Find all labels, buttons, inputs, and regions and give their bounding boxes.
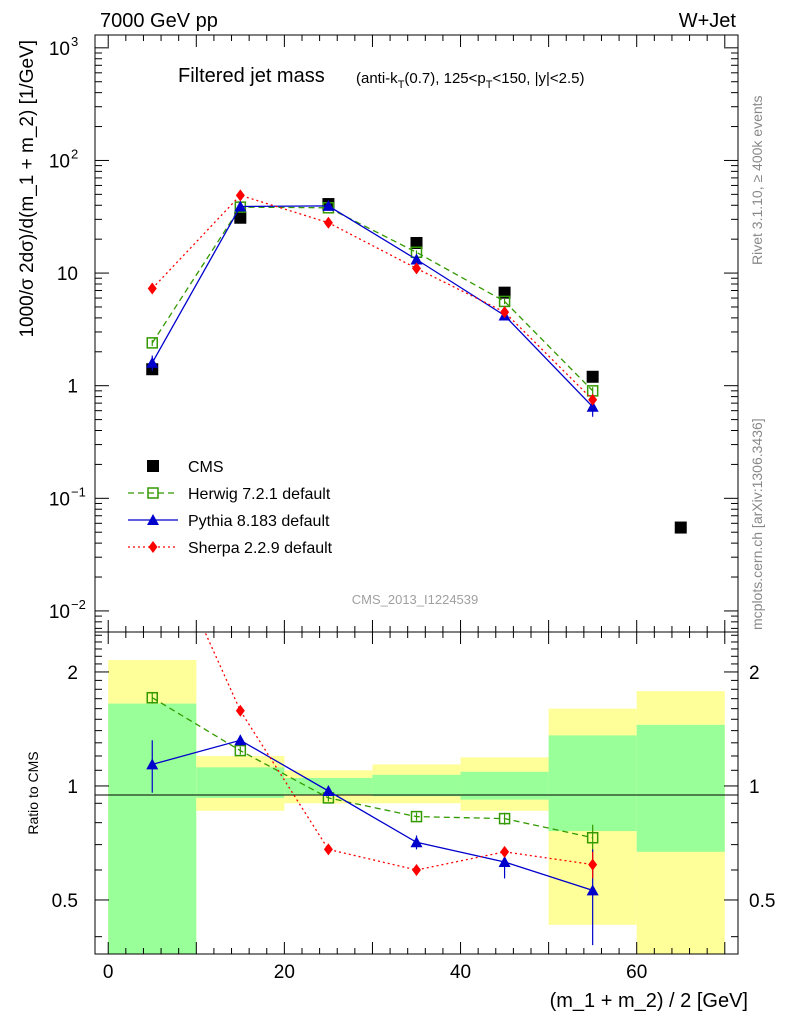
ratio-y-tick-label-right: 1: [749, 777, 760, 798]
ratio-pythia-point: [146, 758, 159, 770]
ratio-pythia-point: [410, 836, 423, 848]
main-sherpa-point: [412, 262, 421, 275]
main-sherpa-point: [588, 393, 598, 406]
legend-label: Pythia 8.183 default: [188, 513, 330, 530]
legend-label: Sherpa 2.2.9 default: [188, 540, 333, 557]
ratio-y-tick-label-right: 2: [749, 663, 760, 684]
main-herwig-line: [151, 206, 594, 392]
legend: CMS Herwig 7.2.1 default Pythia 8.183 defa…: [128, 459, 333, 557]
ratio-pythia-point: [586, 884, 599, 896]
ratio-band-green: [636, 724, 725, 852]
ratio-sherpa-point: [588, 858, 598, 871]
main-y-tick-exponent: −2: [71, 597, 86, 612]
main-panel-series: [146, 189, 687, 534]
main-pythia-point: [234, 200, 247, 212]
ratio-y-tick-label-left: 0.5: [52, 891, 78, 912]
ratio-sherpa-point: [412, 863, 421, 876]
legend-label: CMS: [188, 459, 224, 476]
main-y-axis-label: 1000/σ 2dσ)/d(m_1 + m_2) [1/GeV]: [17, 40, 38, 338]
x-tick-label: 60: [626, 962, 647, 983]
legend-marker: [147, 487, 159, 499]
legend-marker: [147, 460, 159, 472]
main-y-tick-label: 10: [49, 489, 70, 510]
ratio-herwig-point: [498, 812, 511, 825]
main-pythia-point: [146, 356, 159, 368]
main-pythia-line: [151, 205, 594, 408]
main-y-tick-label: 10: [49, 151, 70, 172]
ratio-pythia-point: [234, 734, 247, 746]
ratio-uncertainty-bands: [108, 660, 725, 954]
ratio-herwig-point: [234, 744, 247, 757]
x-tick-label: 40: [450, 962, 471, 983]
main-y-tick-exponent: 3: [71, 34, 78, 49]
x-tick-label: 20: [274, 962, 295, 983]
ratio-panel-series: [146, 632, 599, 946]
ratio-y-tick-label-left: 1: [67, 777, 78, 798]
legend-marker: [148, 541, 158, 553]
legend-marker: [147, 514, 159, 525]
ratio-band-green: [196, 767, 285, 798]
ratio-y-axis-label: Ratio to CMS: [25, 751, 41, 834]
ratio-sherpa-point: [500, 845, 510, 858]
main-y-tick-label: 10: [57, 264, 78, 285]
ratio-herwig-point: [586, 831, 599, 844]
main-pythia-point: [410, 253, 423, 265]
ratio-herwig-line: [151, 697, 593, 839]
ratio-pythia-point: [322, 784, 335, 796]
main-pythia-point: [322, 199, 335, 211]
main-sherpa-point: [147, 282, 157, 295]
main-cms-point: [674, 521, 687, 534]
rivet-version-label: Rivet 3.1.10, ≥ 400k events: [749, 95, 765, 265]
main-y-tick-exponent: 2: [71, 146, 78, 161]
main-y-tick-label: 1: [67, 377, 78, 398]
ratio-herwig-point: [410, 810, 423, 823]
main-cms-point: [410, 236, 423, 249]
ratio-sherpa-point: [323, 843, 333, 856]
main-sherpa-line: [151, 194, 594, 401]
ratio-y-tick-label-left: 2: [67, 663, 78, 684]
main-y-tick-exponent: −1: [71, 484, 86, 499]
ratio-panel-frame: [94, 631, 739, 955]
header-right: W+Jet: [679, 10, 737, 32]
main-cms-point: [498, 286, 511, 299]
main-title: Filtered jet mass: [178, 65, 325, 87]
ratio-pythia-line: [152, 739, 593, 892]
ratio-band-green: [372, 774, 461, 797]
legend-label: Herwig 7.2.1 default: [188, 486, 331, 503]
header-left: 7000 GeV pp: [100, 10, 218, 32]
x-axis-label: (m_1 + m_2) / 2 [GeV]: [550, 990, 748, 1012]
main-cms-point: [586, 370, 599, 383]
ratio-pythia-point: [498, 855, 511, 867]
main-sherpa-point: [500, 306, 510, 319]
main-y-tick-label: 10: [49, 39, 70, 60]
ratio-sherpa-point: [235, 704, 245, 717]
main-y-tick-label: 10: [49, 602, 70, 623]
main-pythia-point: [586, 400, 599, 412]
ratio-herwig-point: [146, 691, 159, 704]
main-cms-point: [234, 211, 247, 224]
analysis-watermark: CMS_2013_I1224539: [352, 592, 479, 607]
main-sherpa-point: [235, 189, 245, 202]
x-tick-label: 0: [103, 962, 114, 983]
main-subtitle: (anti-kT(0.7), 125<pT<150, |y|<2.5): [356, 70, 585, 91]
ratio-y-tick-label-right: 0.5: [749, 891, 775, 912]
mcplots-citation-label: mcplots.cern.ch [arXiv:1306.3436]: [749, 418, 765, 630]
main-herwig-point: [146, 337, 159, 349]
ratio-band-green: [548, 735, 637, 832]
main-sherpa-point: [323, 216, 333, 229]
